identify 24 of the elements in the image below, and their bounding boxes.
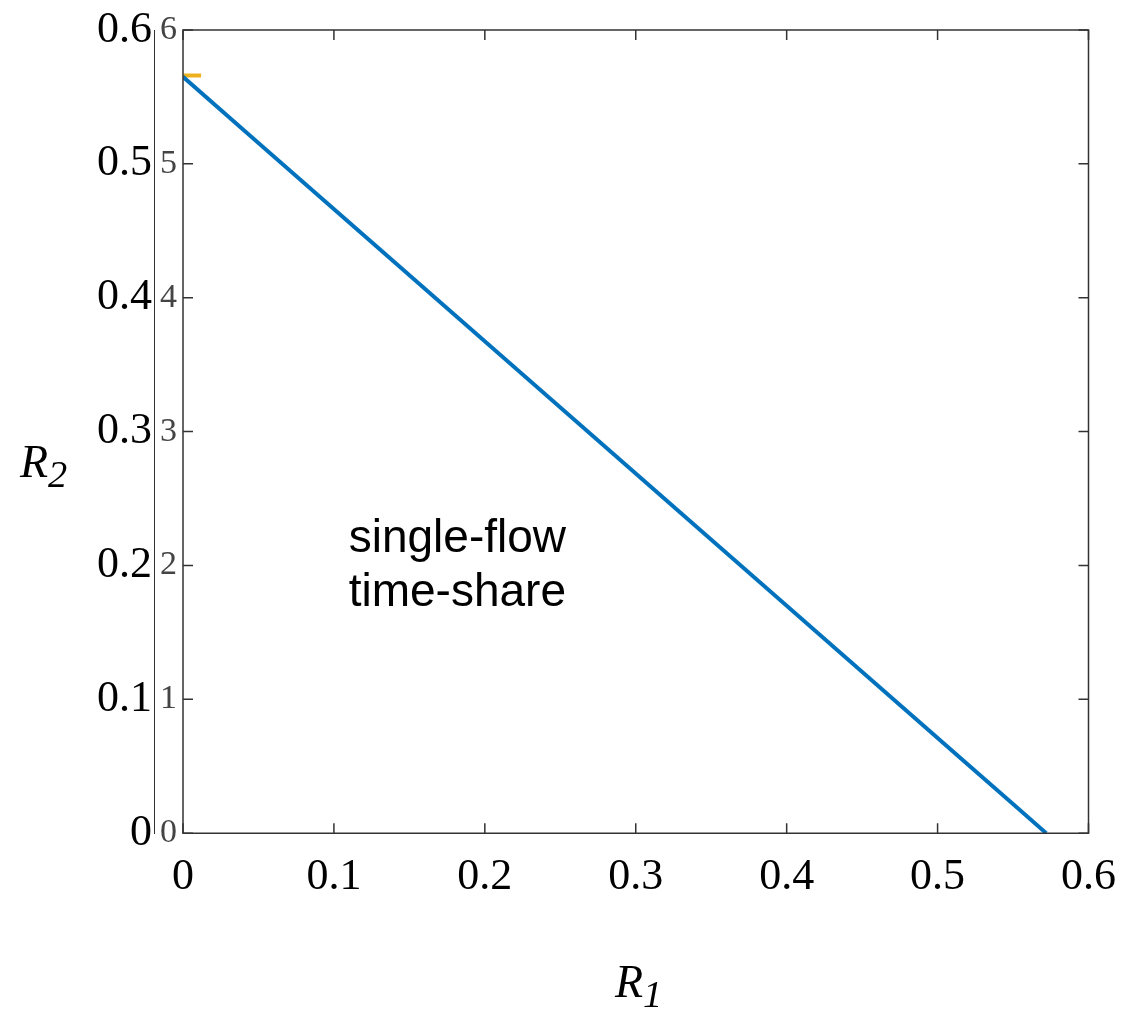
y-tick-label: 0.1 [97,671,152,721]
y2-tick-label: 1 [160,678,177,716]
y-tick-label: 0.6 [97,2,152,52]
y2-tick-label: 4 [160,276,177,314]
x-tick-label: 0.5 [910,850,966,900]
y-tick-label: 0.3 [97,404,152,454]
y2-tick-label: 3 [160,410,177,448]
x-tick-label: 0.1 [306,850,362,900]
x-tick-label: 0.3 [608,850,664,900]
y2-tick-label: 5 [160,142,177,180]
annotation: single-flow time-share [348,509,567,616]
y2-tick-label: 6 [160,8,177,46]
y2-tick-label: 0 [160,812,177,850]
x-tick-label: 0 [172,850,194,900]
y-tick-label: 0.2 [97,538,152,588]
x-axis-title: R$_{1}$ [615,955,663,1017]
y-axis-title: R$_{2}$ [20,435,68,497]
y2-tick-label: 2 [160,544,177,582]
x-tick-label: 0.2 [457,850,513,900]
x-tick-label: 0.6 [1061,850,1116,900]
y-tick-label: 0.4 [97,270,152,320]
x-tick-label: 0.4 [759,850,815,900]
y-tick-label: 0 [130,805,152,855]
y-tick-label: 0.5 [97,136,152,186]
